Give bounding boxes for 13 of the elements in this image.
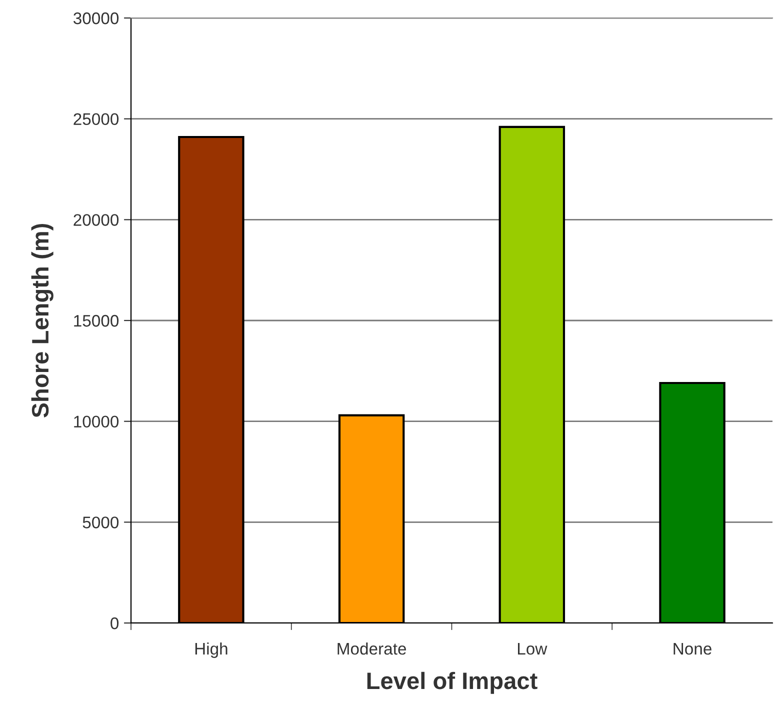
y-axis-title: Shore Length (m) (31, 224, 54, 418)
y-tick-label: 0 (110, 617, 119, 630)
x-tick-label: Moderate (338, 642, 406, 655)
x-tick-label: High (195, 642, 228, 658)
y-tick-label: 15000 (74, 314, 119, 327)
y-tick-label: 20000 (74, 214, 119, 226)
y-tick-label: 5000 (82, 516, 119, 528)
x-tick-label: Low (518, 643, 548, 655)
y-tick-label: 30000 (73, 12, 119, 24)
x-axis-title: Level of Impact (367, 672, 538, 694)
y-tick-label: 10000 (74, 416, 119, 428)
y-tick-label: 25000 (74, 113, 119, 126)
x-tick-label: None (674, 643, 712, 655)
